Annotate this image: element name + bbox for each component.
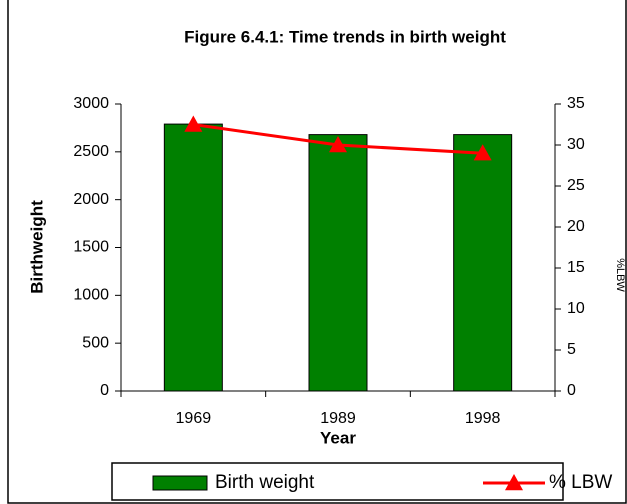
line-marker bbox=[329, 136, 347, 153]
bar bbox=[308, 134, 368, 392]
x-tick-label: 1998 bbox=[465, 410, 501, 427]
y2-tick-label: 15 bbox=[567, 259, 585, 276]
chart-title: Figure 6.4.1: Time trends in birth weigh… bbox=[184, 27, 506, 46]
bar bbox=[163, 123, 223, 392]
y-tick-label: 500 bbox=[82, 334, 109, 351]
y2-tick-label: 5 bbox=[567, 341, 576, 358]
legend-label: % LBW bbox=[549, 472, 612, 493]
line-marker bbox=[184, 115, 203, 132]
y2-tick-label: 0 bbox=[567, 382, 576, 399]
y-tick-label: 2000 bbox=[73, 191, 109, 208]
y-tick-label: 1500 bbox=[73, 239, 109, 256]
bar bbox=[453, 134, 513, 392]
legend-label: Birth weight bbox=[215, 472, 315, 493]
legend-marker bbox=[505, 474, 523, 491]
legend-swatch bbox=[152, 475, 208, 491]
y2-tick-label: 20 bbox=[567, 218, 585, 235]
y2-axis-label: %LBW bbox=[614, 258, 626, 292]
y-tick-label: 2500 bbox=[73, 143, 109, 160]
y2-tick-label: 25 bbox=[567, 177, 585, 194]
y-axis-label: Birthweight bbox=[27, 200, 46, 294]
x-tick-label: 1989 bbox=[320, 410, 356, 427]
y-tick-label: 1000 bbox=[73, 287, 109, 304]
y2-tick-label: 10 bbox=[567, 300, 585, 317]
y-tick-label: 3000 bbox=[73, 95, 109, 112]
y2-tick-label: 30 bbox=[567, 136, 585, 153]
line-marker bbox=[473, 144, 492, 161]
y2-tick-label: 35 bbox=[567, 95, 585, 112]
x-tick-label: 1969 bbox=[176, 410, 212, 427]
x-axis-label: Year bbox=[320, 428, 356, 447]
y-tick-label: 0 bbox=[100, 382, 109, 399]
